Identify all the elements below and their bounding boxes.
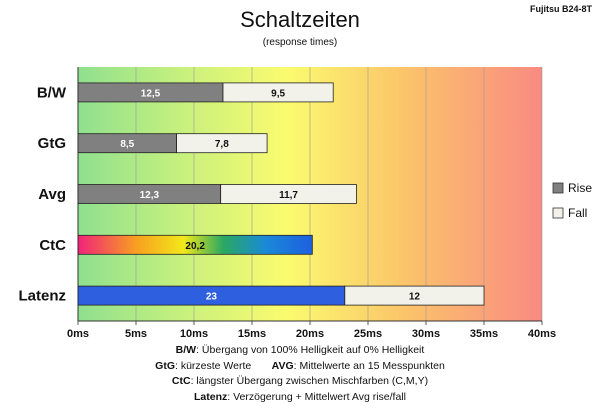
category-label: B/W — [37, 84, 67, 101]
note-ctc: CtC: längster Übergang zwischen Mischfar… — [0, 374, 600, 390]
note-gtg-avg: GtG: kürzeste Werte AVG: Mittelwerte an … — [0, 359, 600, 375]
bar-value-label: 20,2 — [185, 241, 205, 252]
bar-value-label: 12,3 — [140, 190, 160, 201]
bar-value-label: 12 — [409, 292, 421, 303]
bar-fall — [220, 184, 357, 204]
note-latenz: Latenz: Verzögerung + Mittelwert Avg ris… — [0, 390, 600, 406]
bar-value-label: 12,5 — [141, 88, 161, 99]
legend-swatch-fall — [552, 207, 564, 219]
bar-value-label: 7,8 — [215, 139, 229, 150]
note-ctc-text: : längster Übergang zwischen Mischfarben… — [190, 375, 429, 387]
bar-value-label: 8,5 — [120, 139, 134, 150]
legend-label-rise: Rise — [568, 181, 592, 195]
category-label: Avg — [38, 186, 66, 203]
note-avg-label: AVG — [271, 359, 294, 372]
legend-label-fall: Fall — [568, 206, 587, 220]
bar-value-label: 23 — [206, 292, 218, 303]
note-bw: B/W: Übergang von 100% Helligkeit auf 0%… — [0, 343, 600, 359]
x-tick-label: 20ms — [296, 328, 324, 340]
legend: Rise Fall — [552, 181, 592, 220]
note-bw-label: B/W — [175, 344, 197, 356]
category-label: Latenz — [18, 288, 66, 305]
note-gtg-label: GtG — [155, 359, 175, 372]
bar-value-label: 11,7 — [279, 190, 298, 201]
chart-subtitle: (response times) — [263, 37, 337, 48]
note-latenz-text: : Verzögerung + Mittelwert Avg rise/fall — [227, 390, 406, 403]
x-tick-label: 10ms — [180, 328, 208, 340]
bar-fall — [176, 133, 268, 154]
legend-swatch-rise — [552, 182, 564, 194]
x-tick-label: 35ms — [470, 328, 498, 340]
category-label: CtC — [39, 237, 66, 254]
bar-value-label: 9,5 — [271, 88, 285, 99]
category-labels: B/W GtG Avg CtC Latenz — [18, 84, 66, 304]
bar-ctc — [77, 234, 313, 255]
category-label: GtG — [38, 135, 66, 152]
model-label: Fujitsu B24-8T — [530, 4, 593, 14]
x-tick-label: 40ms — [528, 328, 556, 340]
note-latenz-label: Latenz — [194, 390, 228, 403]
x-tick-label: 0ms — [67, 328, 89, 340]
note-bw-text: : Übergang von 100% Helligkeit auf 0% He… — [196, 344, 425, 356]
x-tick-label: 30ms — [412, 328, 440, 340]
note-gtg-text: : kürzeste Werte — [175, 359, 252, 372]
chart-title: Schaltzeiten — [240, 7, 360, 32]
note-ctc-label: CtC — [171, 375, 191, 387]
note-avg-text: : Mittelwerte an 15 Messpunkten — [293, 359, 445, 372]
x-tick-label: 5ms — [125, 328, 147, 340]
bars: 12,5 9,5 8,5 7,8 12,3 11,7 20,2 23 12 — [77, 82, 485, 306]
bar-fall — [344, 285, 485, 306]
x-tick-label: 25ms — [354, 328, 382, 340]
bar-fall — [222, 82, 334, 103]
x-tick-label: 15ms — [238, 328, 266, 340]
chart-notes: B/W: Übergang von 100% Helligkeit auf 0%… — [0, 343, 600, 405]
x-axis-ticks: 0ms 5ms 10ms 15ms 20ms 25ms 30ms 35ms 40ms — [67, 321, 556, 340]
